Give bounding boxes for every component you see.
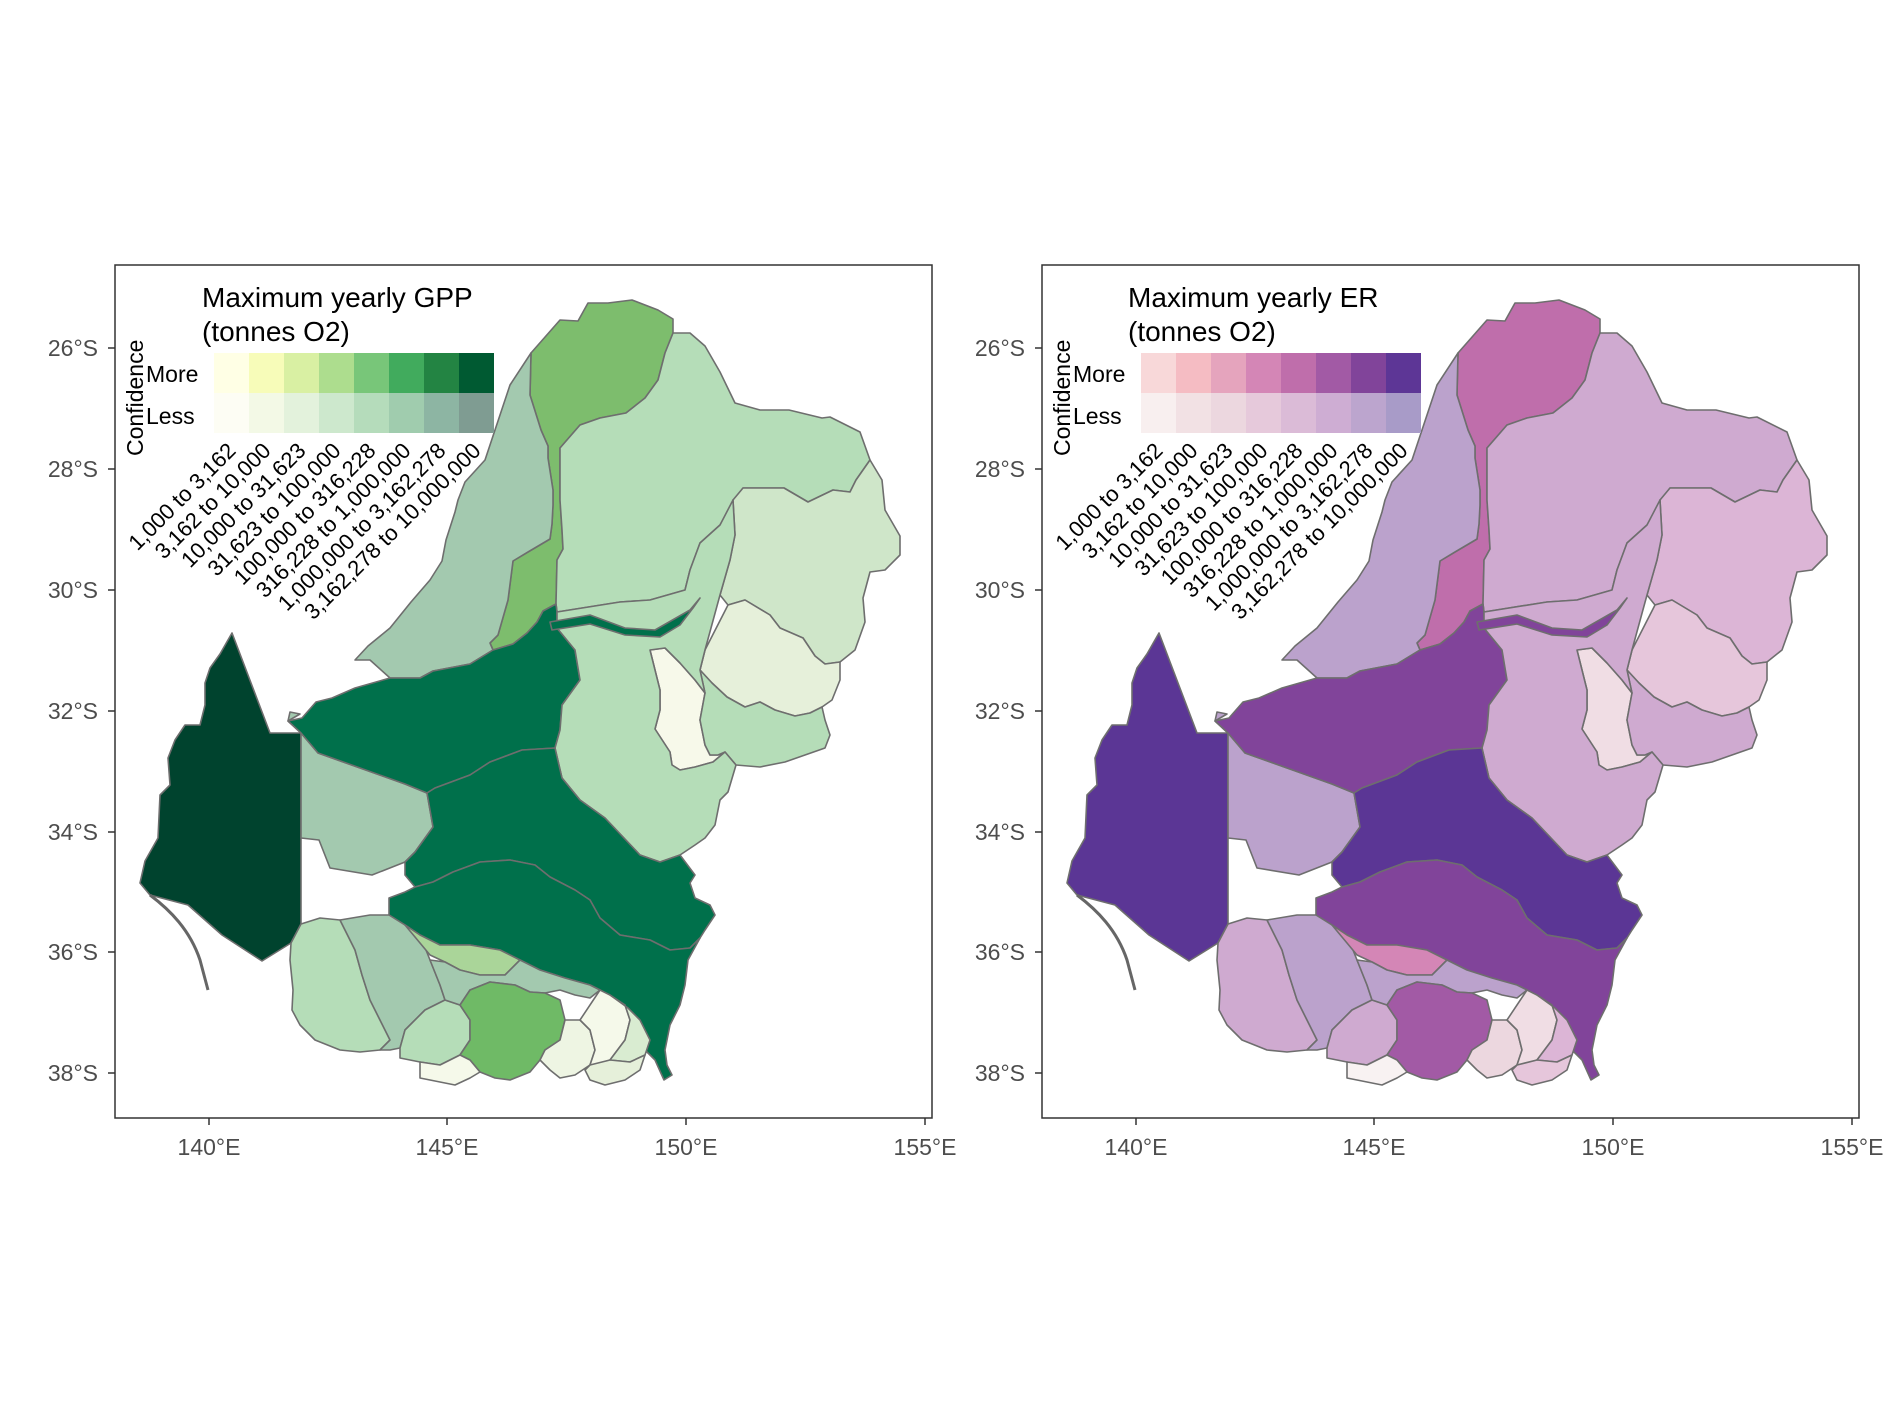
legend-swatches xyxy=(214,353,494,433)
y-tick-label: 38°S xyxy=(975,1060,1025,1086)
gpp-region-map xyxy=(139,299,901,1086)
swatch-more-3 xyxy=(284,353,319,393)
swatch-less-7 xyxy=(424,393,459,433)
swatch-more-8 xyxy=(459,353,494,393)
swatch-less-8 xyxy=(1386,393,1421,433)
region-channel xyxy=(549,597,701,638)
swatch-less-6 xyxy=(389,393,424,433)
legend-swatches xyxy=(1141,353,1421,433)
region-channel xyxy=(1476,597,1628,638)
y-tick-label: 32°S xyxy=(48,698,98,724)
y-tick-label: 34°S xyxy=(975,819,1025,845)
legend-title: Maximum yearly ER xyxy=(1128,282,1378,313)
x-tick-label: 155°E xyxy=(1821,1134,1884,1160)
er-map-panel xyxy=(1041,264,1860,1119)
swatch-more-2 xyxy=(249,353,284,393)
swatch-more-7 xyxy=(1351,353,1386,393)
region-east-lower xyxy=(699,669,831,768)
er-region-map xyxy=(1066,299,1828,1086)
region-vic-white xyxy=(1346,1054,1408,1086)
er-x-axis: 140°E 145°E 150°E 155°E xyxy=(1105,1118,1884,1160)
x-tick-label: 145°E xyxy=(1343,1134,1406,1160)
y-tick-label: 26°S xyxy=(975,335,1025,361)
y-tick-label: 34°S xyxy=(48,819,98,845)
swatch-more-5 xyxy=(1281,353,1316,393)
x-tick-label: 140°E xyxy=(178,1134,241,1160)
swatch-more-1 xyxy=(214,353,249,393)
legend-less-label: Less xyxy=(146,403,195,429)
y-tick-label: 30°S xyxy=(48,577,98,603)
legend-subtitle: (tonnes O2) xyxy=(202,316,350,347)
swatch-more-6 xyxy=(389,353,424,393)
legend-less-label: Less xyxy=(1073,403,1122,429)
region-vic-e4 xyxy=(1511,1054,1573,1086)
coastline-spit xyxy=(149,893,210,991)
swatch-more-1 xyxy=(1141,353,1176,393)
swatch-more-2 xyxy=(1176,353,1211,393)
swatch-less-2 xyxy=(1176,393,1211,433)
y-tick-label: 30°S xyxy=(975,577,1025,603)
y-tick-label: 36°S xyxy=(48,939,98,965)
swatch-less-5 xyxy=(1281,393,1316,433)
swatch-less-6 xyxy=(1316,393,1351,433)
legend-title: Maximum yearly GPP xyxy=(202,282,473,313)
region-east-lower xyxy=(1626,669,1758,768)
swatch-more-4 xyxy=(319,353,354,393)
y-tick-label: 38°S xyxy=(48,1060,98,1086)
y-tick-label: 32°S xyxy=(975,698,1025,724)
swatch-less-4 xyxy=(1246,393,1281,433)
x-tick-label: 150°E xyxy=(655,1134,718,1160)
swatch-less-7 xyxy=(1351,393,1386,433)
region-vic-white xyxy=(419,1054,481,1086)
x-tick-label: 150°E xyxy=(1582,1134,1645,1160)
legend-confidence-label: Confidence xyxy=(122,340,148,456)
swatch-less-5 xyxy=(354,393,389,433)
swatch-less-8 xyxy=(459,393,494,433)
swatch-less-3 xyxy=(1211,393,1246,433)
legend-subtitle: (tonnes O2) xyxy=(1128,316,1276,347)
swatch-less-2 xyxy=(249,393,284,433)
x-tick-label: 155°E xyxy=(894,1134,957,1160)
swatch-more-6 xyxy=(1316,353,1351,393)
gpp-y-axis: 26°S 28°S 30°S 32°S 34°S 36°S 38°S xyxy=(48,335,115,1086)
legend-more-label: More xyxy=(1073,361,1125,387)
y-tick-label: 28°S xyxy=(975,456,1025,482)
legend-more-label: More xyxy=(146,361,198,387)
y-tick-label: 36°S xyxy=(975,939,1025,965)
y-tick-label: 26°S xyxy=(48,335,98,361)
swatch-more-5 xyxy=(354,353,389,393)
y-tick-label: 28°S xyxy=(48,456,98,482)
swatch-less-1 xyxy=(214,393,249,433)
swatch-less-4 xyxy=(319,393,354,433)
legend-confidence-label: Confidence xyxy=(1049,340,1075,456)
swatch-less-3 xyxy=(284,393,319,433)
swatch-more-7 xyxy=(424,353,459,393)
er-y-axis: 26°S 28°S 30°S 32°S 34°S 36°S 38°S xyxy=(975,335,1042,1086)
x-tick-label: 140°E xyxy=(1105,1134,1168,1160)
swatch-more-8 xyxy=(1386,353,1421,393)
region-vic-e4 xyxy=(584,1054,646,1086)
gpp-x-axis: 140°E 145°E 150°E 155°E xyxy=(178,1118,957,1160)
x-tick-label: 145°E xyxy=(416,1134,479,1160)
swatch-more-4 xyxy=(1246,353,1281,393)
swatch-more-3 xyxy=(1211,353,1246,393)
gpp-map-panel xyxy=(114,264,933,1119)
coastline-spit xyxy=(1076,893,1137,991)
swatch-less-1 xyxy=(1141,393,1176,433)
